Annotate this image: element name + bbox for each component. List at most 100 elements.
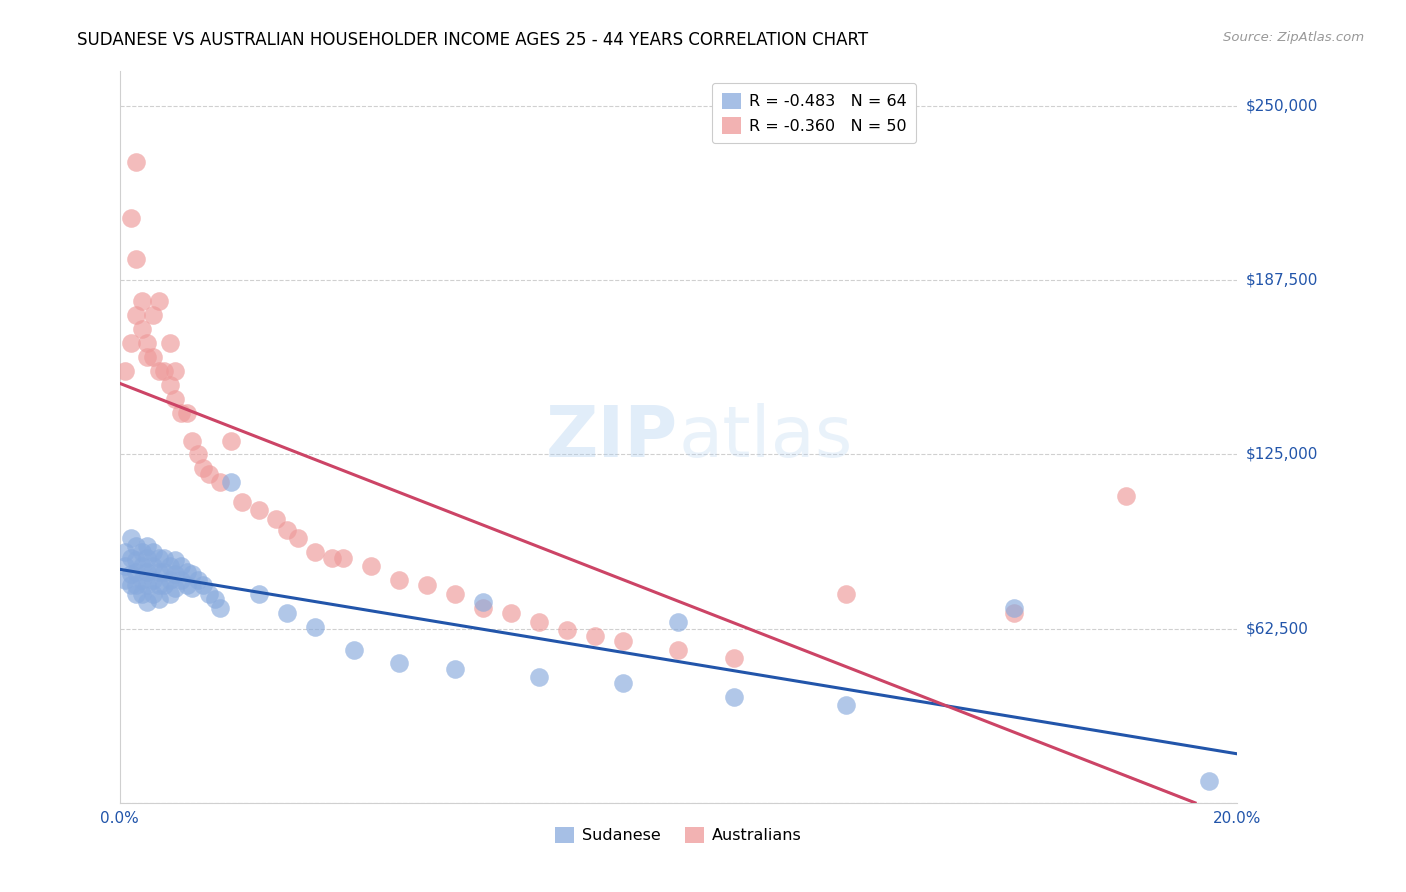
- Point: [120, 550, 142, 565]
- Point: [612, 634, 634, 648]
- Point: [176, 565, 198, 579]
- Point: [221, 434, 243, 448]
- Point: [153, 364, 176, 378]
- Point: [170, 406, 193, 420]
- Point: [142, 545, 165, 559]
- Point: [125, 578, 148, 592]
- Point: [131, 558, 153, 573]
- Point: [114, 558, 136, 573]
- Point: [193, 578, 215, 592]
- Point: [125, 155, 148, 169]
- Point: [148, 565, 170, 579]
- Point: [136, 595, 159, 609]
- Point: [136, 565, 159, 579]
- Point: [159, 573, 181, 587]
- Point: [148, 550, 170, 565]
- Point: [1115, 489, 1137, 503]
- Point: [1198, 773, 1220, 788]
- Point: [471, 600, 494, 615]
- Point: [148, 592, 170, 607]
- Text: atlas: atlas: [678, 402, 853, 472]
- Point: [176, 406, 198, 420]
- Point: [159, 377, 181, 392]
- Point: [148, 578, 170, 592]
- Point: [136, 578, 159, 592]
- Point: [343, 642, 366, 657]
- Point: [165, 581, 187, 595]
- Point: [125, 308, 148, 322]
- Point: [181, 434, 204, 448]
- Point: [120, 567, 142, 582]
- Point: [360, 558, 382, 573]
- Text: $187,500: $187,500: [1246, 273, 1317, 288]
- Point: [668, 615, 690, 629]
- Point: [187, 448, 209, 462]
- Point: [388, 573, 411, 587]
- Point: [181, 581, 204, 595]
- Point: [125, 553, 148, 567]
- Point: [555, 623, 578, 637]
- Point: [231, 495, 253, 509]
- Point: [165, 392, 187, 406]
- Point: [276, 607, 298, 621]
- Point: [471, 595, 494, 609]
- Point: [125, 252, 148, 267]
- Point: [159, 558, 181, 573]
- Point: [114, 573, 136, 587]
- Point: [209, 600, 232, 615]
- Point: [321, 550, 343, 565]
- Point: [142, 308, 165, 322]
- Point: [198, 467, 221, 481]
- Text: Source: ZipAtlas.com: Source: ZipAtlas.com: [1223, 31, 1364, 45]
- Point: [527, 615, 550, 629]
- Point: [221, 475, 243, 490]
- Point: [583, 629, 606, 643]
- Point: [136, 350, 159, 364]
- Point: [120, 578, 142, 592]
- Point: [165, 364, 187, 378]
- Point: [165, 553, 187, 567]
- Point: [142, 350, 165, 364]
- Point: [1002, 600, 1025, 615]
- Point: [131, 573, 153, 587]
- Point: [209, 475, 232, 490]
- Point: [198, 587, 221, 601]
- Point: [193, 461, 215, 475]
- Point: [153, 550, 176, 565]
- Point: [835, 698, 858, 713]
- Point: [159, 336, 181, 351]
- Point: [247, 503, 270, 517]
- Point: [148, 364, 170, 378]
- Point: [142, 558, 165, 573]
- Point: [332, 550, 354, 565]
- Point: [131, 322, 153, 336]
- Point: [287, 531, 309, 545]
- Point: [204, 592, 226, 607]
- Point: [1002, 607, 1025, 621]
- Text: ZIP: ZIP: [546, 402, 678, 472]
- Point: [142, 587, 165, 601]
- Point: [136, 540, 159, 554]
- Point: [125, 587, 148, 601]
- Point: [416, 578, 439, 592]
- Text: $62,500: $62,500: [1246, 621, 1309, 636]
- Point: [136, 550, 159, 565]
- Point: [125, 565, 148, 579]
- Point: [247, 587, 270, 601]
- Point: [159, 587, 181, 601]
- Point: [723, 651, 745, 665]
- Point: [114, 364, 136, 378]
- Point: [120, 336, 142, 351]
- Point: [276, 523, 298, 537]
- Point: [304, 620, 326, 634]
- Point: [176, 578, 198, 592]
- Point: [136, 336, 159, 351]
- Point: [170, 558, 193, 573]
- Point: [264, 511, 287, 525]
- Point: [304, 545, 326, 559]
- Point: [668, 642, 690, 657]
- Point: [444, 662, 467, 676]
- Point: [120, 211, 142, 225]
- Point: [153, 565, 176, 579]
- Point: [444, 587, 467, 601]
